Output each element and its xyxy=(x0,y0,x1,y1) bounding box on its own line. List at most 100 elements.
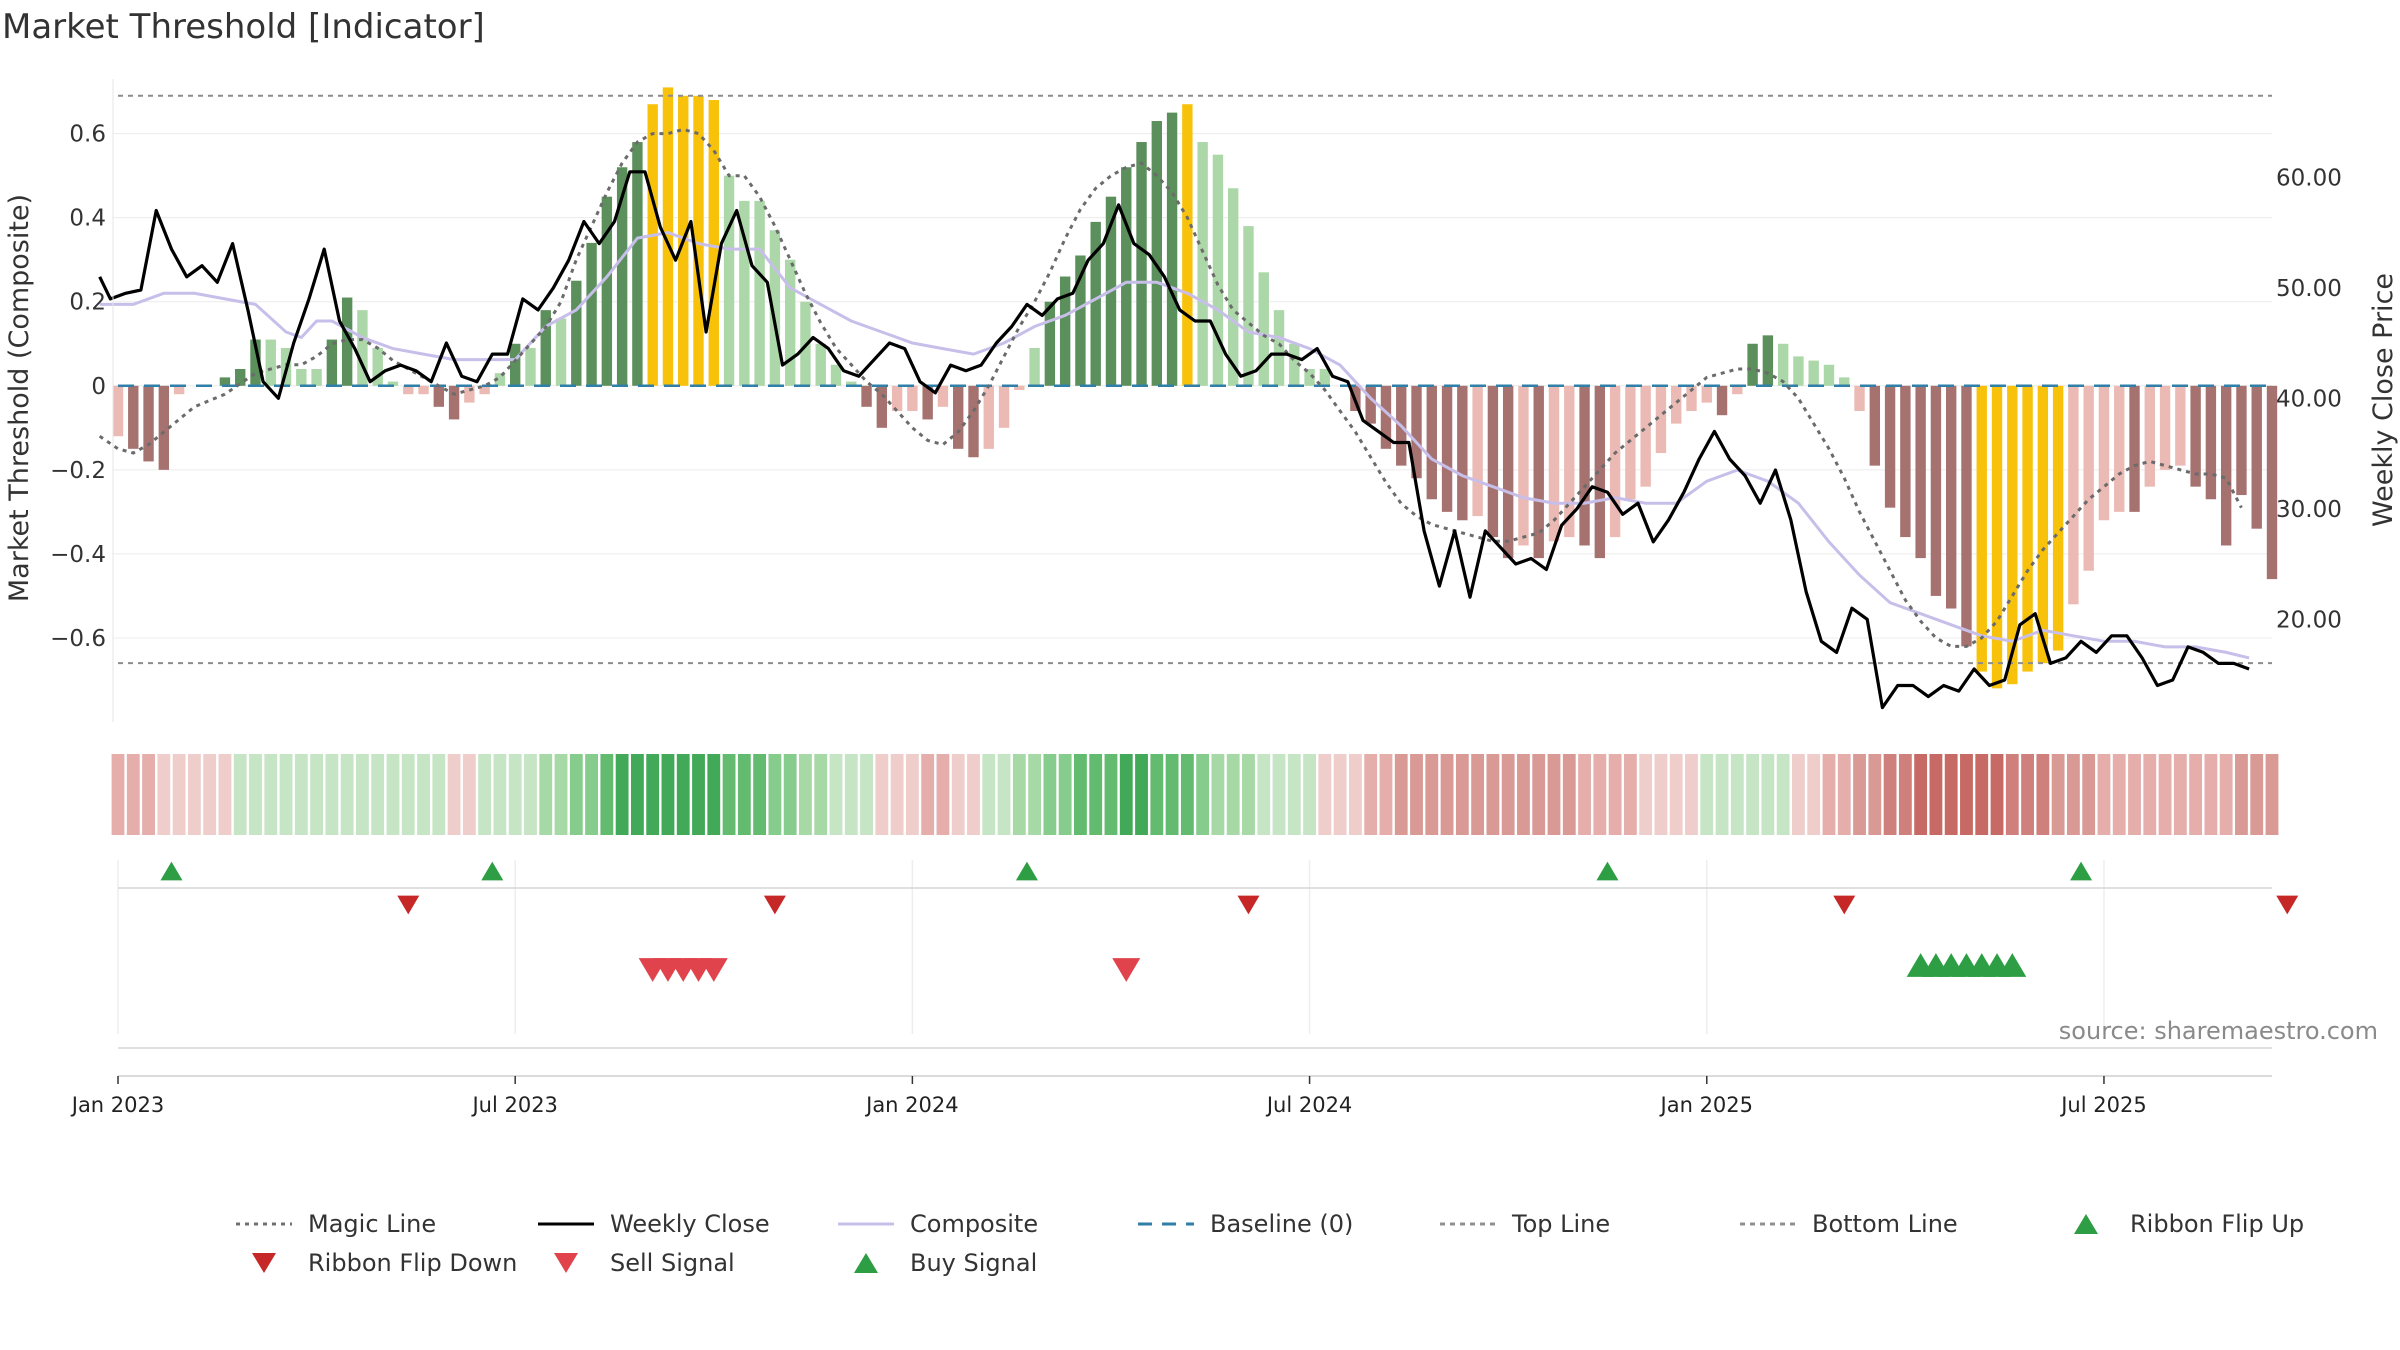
ribbon-cell xyxy=(875,754,889,835)
bar-week-52 xyxy=(907,385,918,412)
bar-week-16 xyxy=(357,310,368,386)
ribbon-cell xyxy=(1012,754,1026,835)
ribbon-cell xyxy=(1379,754,1393,835)
bar-week-70 xyxy=(1182,104,1193,386)
bar-week-111 xyxy=(1808,360,1819,386)
bar-week-46 xyxy=(815,343,826,386)
bar-week-90 xyxy=(1487,385,1499,538)
bar-week-19 xyxy=(403,385,414,395)
bar-week-140 xyxy=(2251,385,2262,529)
ribbon-cell xyxy=(1547,754,1561,835)
y-tick-label: 0.2 xyxy=(69,290,106,316)
ribbon-cell xyxy=(1211,754,1225,835)
ribbon-cell xyxy=(1623,754,1637,835)
bar-week-85 xyxy=(1411,385,1422,479)
ribbon-cell xyxy=(600,754,614,835)
ribbon-cell xyxy=(386,754,400,835)
bar-week-131 xyxy=(2114,385,2125,512)
ribbon-cell xyxy=(1960,754,1973,835)
bar-week-26 xyxy=(509,343,521,386)
bar-week-106 xyxy=(1732,385,1743,395)
ribbon-cell xyxy=(1654,754,1668,835)
bar-week-114 xyxy=(1854,385,1865,412)
ribbon-cell xyxy=(1715,754,1729,835)
bar-week-28 xyxy=(540,310,551,386)
bar-week-36 xyxy=(662,87,674,386)
ribbon-cell xyxy=(661,754,675,835)
ribbon-cell xyxy=(264,754,278,835)
bar-week-0 xyxy=(112,385,124,437)
buy-signal-marker xyxy=(1998,953,2027,977)
ribbon-cell xyxy=(493,754,507,835)
ribbon-cell xyxy=(462,754,476,835)
bar-week-9 xyxy=(250,339,261,386)
ribbon-cell xyxy=(157,754,171,835)
bar-week-54 xyxy=(937,385,949,407)
ribbon-cell xyxy=(1410,754,1423,835)
bar-week-42 xyxy=(754,200,765,386)
bar-week-35 xyxy=(647,104,658,386)
bar-week-62 xyxy=(1059,276,1071,386)
right-axis-ticks: 60.00 50.00 40.00 30.00 20.00 xyxy=(2276,165,2342,633)
composite-line xyxy=(99,231,2250,660)
bar-week-135 xyxy=(2175,385,2186,466)
ribbon-cell xyxy=(1639,754,1653,835)
bar-week-115 xyxy=(1869,385,1881,466)
bar-week-88 xyxy=(1457,385,1468,521)
bar-week-100 xyxy=(1640,385,1651,487)
legend-item-ribbon-flip-up: Ribbon Flip Up xyxy=(2074,1210,2304,1238)
bar-week-48 xyxy=(846,381,857,386)
ribbon-cell xyxy=(1685,754,1698,835)
bar-week-27 xyxy=(525,347,536,386)
ribbon-cell xyxy=(1990,754,2004,835)
bar-week-93 xyxy=(1533,385,1544,559)
bar-week-120 xyxy=(1945,385,1957,609)
ribbon-cell xyxy=(997,754,1011,835)
ribbon-cell xyxy=(554,754,568,835)
bar-week-83 xyxy=(1380,385,1392,449)
bar-week-2 xyxy=(143,385,154,462)
bar-week-30 xyxy=(571,280,582,386)
ribbon-flip-up-marker xyxy=(160,861,183,881)
ribbon-cell xyxy=(172,754,186,835)
bar-week-126 xyxy=(2037,385,2049,664)
bar-week-108 xyxy=(1762,335,1774,386)
bar-week-110 xyxy=(1793,356,1804,386)
ribbon-cell xyxy=(1975,754,1989,835)
ribbon-cell xyxy=(2005,754,2019,835)
ribbon-cell xyxy=(1471,754,1485,835)
ribbon-cell xyxy=(829,754,843,835)
ribbon-cell xyxy=(279,754,293,835)
ribbon-cell xyxy=(1333,754,1347,835)
bar-week-130 xyxy=(2098,385,2110,521)
legend-label: Composite xyxy=(910,1210,1038,1238)
ribbon-cell xyxy=(1135,754,1148,835)
ribbon-cell xyxy=(1868,754,1882,835)
bar-week-67 xyxy=(1136,142,1147,386)
bar-week-33 xyxy=(616,167,628,386)
bar-week-14 xyxy=(326,339,338,386)
ribbon-cell xyxy=(921,754,935,835)
bar-week-23 xyxy=(464,385,475,403)
bar-week-91 xyxy=(1502,385,1514,559)
bar-week-72 xyxy=(1212,154,1224,386)
ribbon-cell xyxy=(2051,754,2065,835)
y-tick-label: −0.6 xyxy=(50,626,106,652)
bar-week-86 xyxy=(1426,385,1437,500)
bar-week-121 xyxy=(1961,385,1972,647)
bar-week-105 xyxy=(1716,385,1728,416)
ribbon-cell xyxy=(1165,754,1179,835)
ribbon-cell xyxy=(478,754,492,835)
ribbon-cell xyxy=(1242,754,1255,835)
ribbon-cell xyxy=(1058,754,1072,835)
ribbon-cell xyxy=(905,754,919,835)
y2-tick-label: 60.00 xyxy=(2276,165,2342,191)
ribbon-cell xyxy=(569,754,583,835)
ribbon-cell xyxy=(1792,754,1805,835)
bar-week-103 xyxy=(1686,385,1697,412)
ribbon-cell xyxy=(1455,754,1469,835)
ribbon-cell xyxy=(218,754,232,835)
ribbon-cell xyxy=(371,754,385,835)
y2-tick-label: 30.00 xyxy=(2276,497,2342,523)
bar-week-113 xyxy=(1839,377,1850,386)
